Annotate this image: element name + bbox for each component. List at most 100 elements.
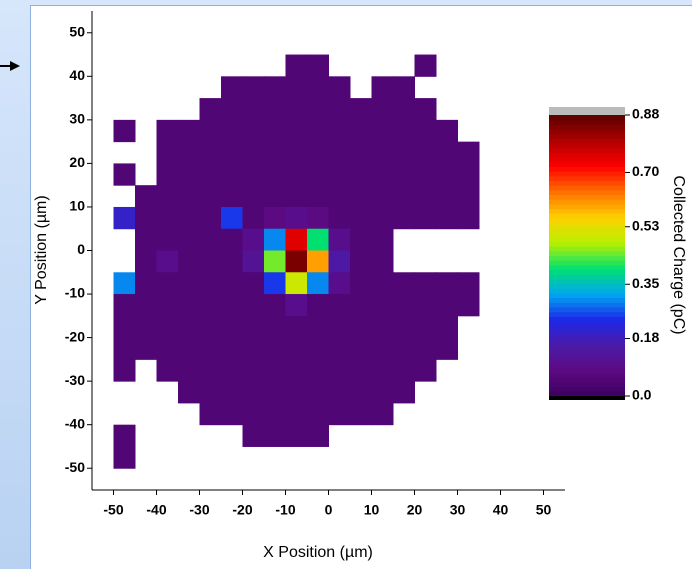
heat-cell	[178, 206, 200, 230]
colorbar-step	[549, 232, 625, 238]
heat-cell	[242, 163, 265, 186]
heat-cell	[328, 163, 351, 186]
heat-cell	[371, 119, 394, 143]
heat-cell	[113, 163, 136, 186]
heat-cell	[371, 206, 394, 230]
heat-cell	[242, 424, 265, 447]
colorbar-step	[549, 274, 625, 280]
colorbar-step	[549, 189, 625, 196]
heat-cell	[178, 228, 200, 251]
heat-cell	[156, 272, 179, 295]
heat-cell	[242, 402, 265, 426]
y-tick-label: -30	[65, 372, 85, 388]
colorbar-base	[549, 396, 625, 400]
x-axis-label: X Position (µm)	[263, 544, 373, 561]
heat-cell	[242, 315, 265, 339]
heat-cell	[285, 294, 308, 317]
heat-cell	[156, 206, 179, 230]
heat-cell	[414, 185, 437, 208]
heat-cell	[135, 228, 157, 251]
heat-cell	[350, 294, 372, 317]
heat-cell	[393, 359, 415, 382]
heat-cell	[414, 98, 437, 121]
heat-cell	[242, 272, 265, 295]
heat-cell	[285, 337, 308, 360]
heat-cell	[135, 250, 157, 273]
heat-cell	[221, 141, 243, 164]
heat-cell	[199, 185, 222, 208]
heat-cell	[328, 359, 351, 382]
colorbar-step	[549, 185, 625, 191]
colorbar-step	[549, 353, 625, 360]
heat-cell	[285, 141, 308, 164]
heat-cell	[307, 337, 329, 360]
heat-cell	[156, 294, 179, 317]
heat-cell	[350, 206, 372, 230]
heat-cell	[199, 315, 222, 339]
heat-cell	[436, 337, 458, 360]
heat-cell	[393, 315, 415, 339]
colorbar-tick-label: 0.0	[632, 387, 652, 403]
heat-cell	[221, 402, 243, 426]
heat-cell	[350, 98, 372, 121]
heat-cell	[242, 185, 265, 208]
heat-cell	[457, 141, 480, 164]
heat-cell	[135, 206, 157, 230]
colorbar-step	[549, 143, 625, 149]
y-tick-label: 50	[69, 23, 85, 39]
colorbar-step	[549, 325, 625, 331]
colorbar-step	[549, 246, 625, 252]
colorbar-step	[549, 241, 625, 247]
heat-cell	[199, 381, 222, 404]
heat-cell	[221, 294, 243, 317]
heat-cell	[393, 294, 415, 317]
heat-cell	[178, 315, 200, 339]
colorbar-step	[549, 255, 625, 261]
heat-cell	[371, 250, 394, 273]
colorbar-step	[549, 119, 625, 125]
colorbar-step	[549, 161, 625, 168]
colorbar-step	[549, 391, 625, 397]
colorbar-step	[549, 363, 625, 369]
heat-cell	[350, 381, 372, 404]
heat-cell	[350, 185, 372, 208]
colorbar-step	[549, 227, 625, 233]
heat-cell	[156, 359, 179, 382]
heat-cell	[113, 206, 136, 230]
colorbar-label: Collected Charge (pC)	[670, 175, 687, 334]
heat-cell	[371, 272, 394, 295]
heat-cell	[221, 337, 243, 360]
colorbar-step	[549, 372, 625, 378]
heat-cell	[371, 402, 394, 426]
heat-cell	[307, 119, 329, 143]
heat-cell	[285, 98, 308, 121]
heat-cell	[436, 119, 458, 143]
heat-cell	[135, 272, 157, 295]
heat-cell	[242, 337, 265, 360]
x-tick-label: -20	[232, 502, 252, 518]
pointer-arrow-head	[10, 61, 20, 71]
heat-cell	[264, 98, 286, 121]
heat-cell	[221, 315, 243, 339]
heat-cell	[199, 402, 222, 426]
heat-cell	[178, 272, 200, 295]
heat-cell	[371, 228, 394, 251]
heat-cell	[307, 206, 329, 230]
heat-cell	[264, 206, 286, 230]
x-tick-label: -50	[103, 502, 123, 518]
heat-cell	[113, 424, 136, 447]
heat-cell	[221, 185, 243, 208]
heat-cell	[285, 402, 308, 426]
heat-cell	[350, 250, 372, 273]
colorbar-step	[549, 386, 625, 392]
y-tick-label: -10	[65, 285, 85, 301]
heat-cell	[264, 119, 286, 143]
heat-cell	[242, 76, 265, 99]
colorbar-step	[549, 115, 625, 121]
colorbar-step	[549, 147, 625, 153]
heat-cell	[350, 119, 372, 143]
colorbar-step	[549, 344, 625, 350]
heat-cell	[156, 141, 179, 164]
heat-cell	[350, 272, 372, 295]
heat-cell	[285, 272, 308, 295]
